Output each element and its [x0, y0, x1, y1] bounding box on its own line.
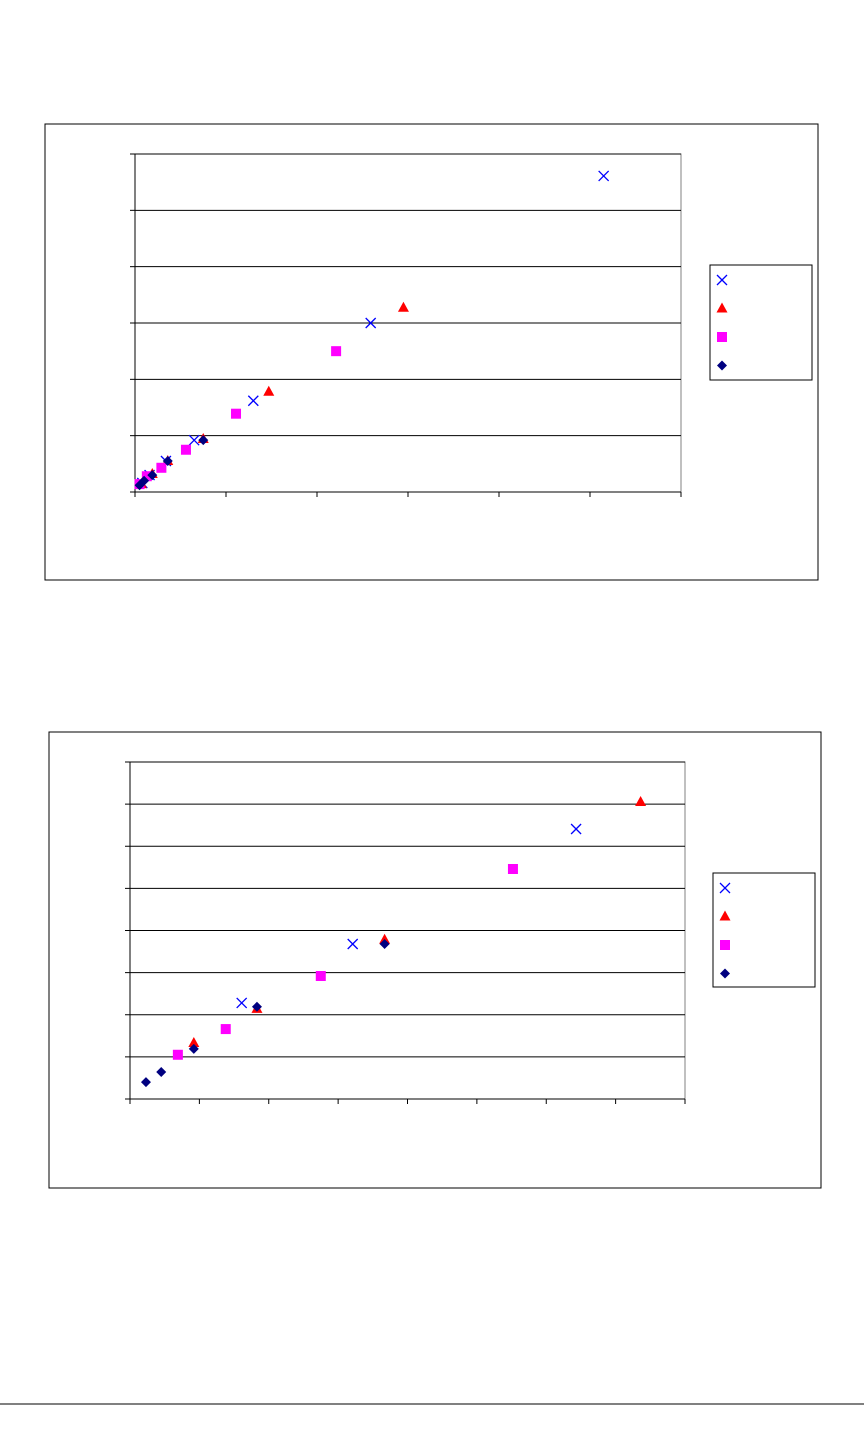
data-point — [198, 435, 209, 446]
data-point — [141, 471, 152, 482]
data-point — [156, 462, 167, 473]
data-point — [162, 456, 173, 467]
data-point — [379, 938, 390, 949]
data-point — [188, 1043, 199, 1054]
data-point — [331, 346, 342, 357]
data-point — [507, 863, 518, 874]
data-point — [365, 317, 377, 329]
data-point — [379, 933, 391, 944]
data-point — [315, 970, 326, 981]
data-point — [236, 997, 248, 1009]
data-point — [598, 170, 610, 182]
legend-marker — [719, 882, 731, 894]
legend-marker — [720, 940, 730, 950]
data-point — [180, 444, 191, 455]
data-point — [188, 1036, 200, 1047]
data-point — [263, 385, 275, 396]
data-point — [231, 408, 242, 419]
legend-marker — [719, 910, 731, 921]
data-point — [570, 823, 582, 835]
data-point — [635, 796, 647, 807]
data-point — [220, 1024, 231, 1035]
data-point — [397, 301, 409, 312]
legend-marker — [717, 360, 727, 371]
legend-marker — [716, 302, 728, 313]
data-point — [140, 1077, 151, 1088]
legend — [709, 264, 813, 381]
data-point — [156, 1067, 167, 1078]
legend-marker — [717, 332, 727, 342]
data-point — [188, 434, 200, 446]
data-point — [147, 470, 158, 481]
legend-marker — [716, 274, 728, 286]
data-point — [247, 395, 259, 407]
legend — [712, 872, 816, 988]
data-point — [347, 938, 359, 950]
legend-marker — [720, 968, 730, 979]
data-point — [134, 480, 145, 491]
data-point — [172, 1049, 183, 1060]
data-point — [251, 1001, 262, 1012]
